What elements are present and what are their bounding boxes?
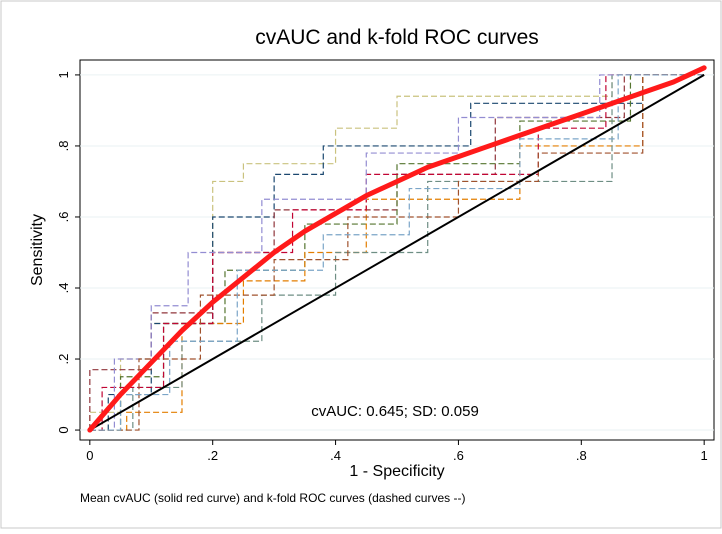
- roc-curve: [89, 74, 705, 431]
- x-tick-label: .8: [576, 448, 587, 463]
- x-tick-label: .2: [207, 448, 218, 463]
- annotation: cvAUC: 0.645; SD: 0.059: [311, 403, 479, 420]
- y-axis-label: Sensitivity: [29, 214, 46, 286]
- y-tick-label: .8: [56, 141, 71, 152]
- x-tick-label: .4: [330, 448, 341, 463]
- y-tick-label: 0: [56, 426, 71, 433]
- y-tick-label: .4: [56, 283, 71, 294]
- roc-curve: [89, 74, 705, 431]
- x-tick-label: 1: [701, 448, 708, 463]
- x-tick-label: .6: [453, 448, 464, 463]
- y-tick-label: .2: [56, 354, 71, 365]
- roc-curve: [87, 65, 707, 433]
- y-tick-label: 1: [56, 71, 71, 78]
- roc-curve: [89, 74, 705, 431]
- x-tick-label: 0: [86, 448, 93, 463]
- chart-title: cvAUC and k-fold ROC curves: [255, 26, 539, 49]
- y-tick-label: .6: [56, 212, 71, 223]
- roc-curve: [89, 74, 705, 431]
- roc-curve: [89, 74, 705, 431]
- note: Mean cvAUC (solid red curve) and k-fold …: [80, 491, 465, 505]
- roc-curve: [89, 74, 705, 431]
- x-axis-label: 1 - Specificity: [349, 463, 444, 480]
